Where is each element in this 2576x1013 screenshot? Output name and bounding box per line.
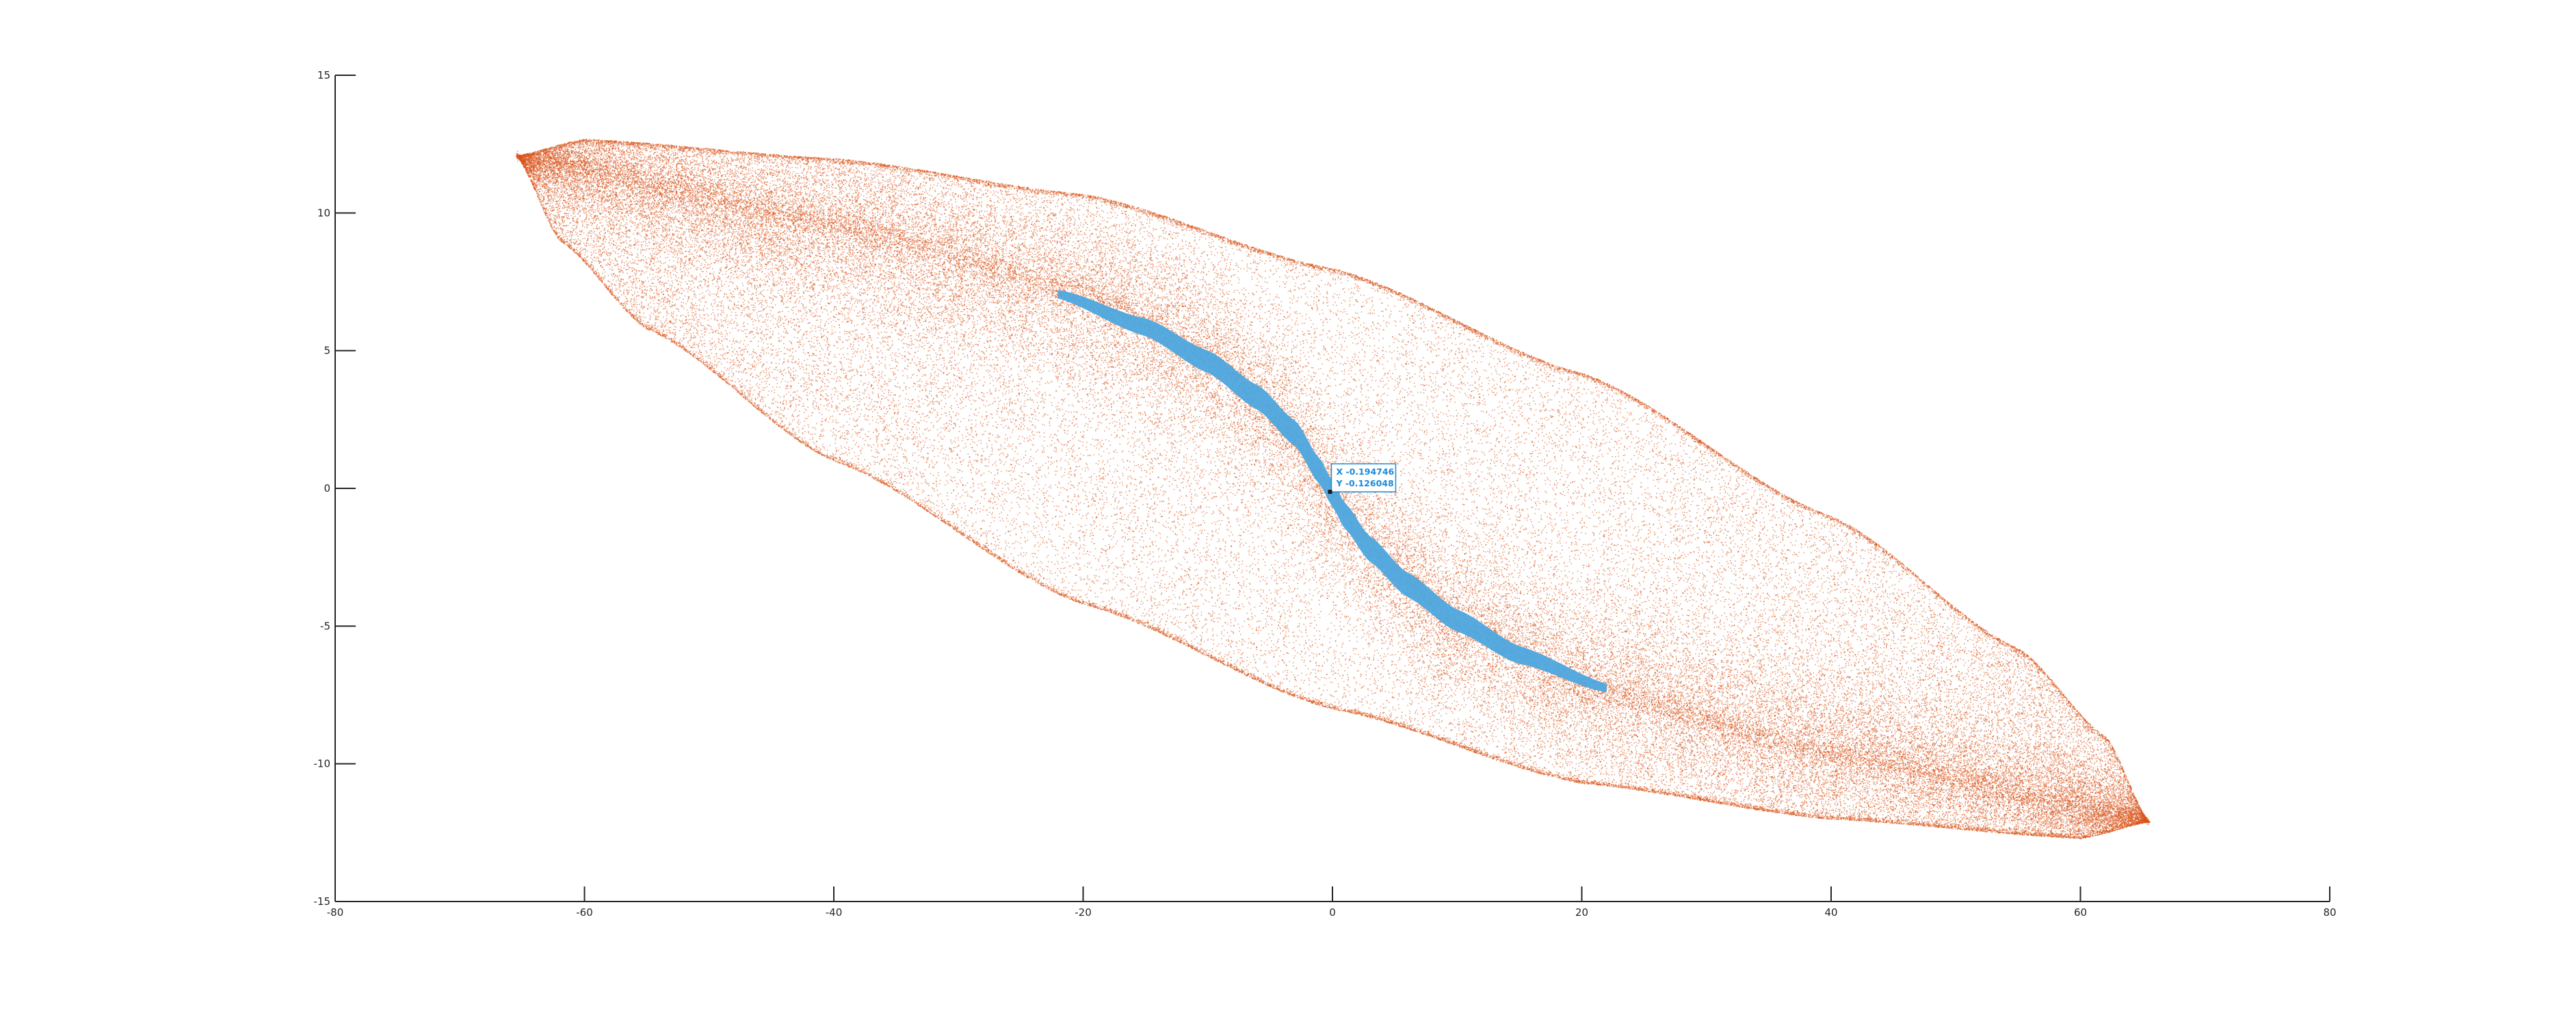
- x-tick-label: -20: [1075, 906, 1092, 919]
- y-tick-label: 0: [324, 482, 330, 495]
- y-tick-label: 5: [324, 345, 330, 357]
- datatip[interactable]: X -0.194746 Y -0.126048: [1328, 464, 1395, 494]
- y-tick-label: -10: [314, 758, 331, 770]
- datatip-marker[interactable]: [1328, 490, 1332, 494]
- y-tick-label: 10: [317, 207, 330, 219]
- x-tick-label: 20: [1575, 906, 1588, 919]
- x-tick-label: 40: [1824, 906, 1837, 919]
- x-tick-label: 0: [1329, 906, 1336, 919]
- x-axis-ticks: -80 -60 -40 -20 0 20 40 60 80: [327, 886, 2337, 919]
- datatip-y-label: Y -0.126048: [1335, 478, 1393, 488]
- x-tick-label: -40: [826, 906, 843, 919]
- y-tick-label: -5: [320, 620, 330, 632]
- y-tick-label: 15: [317, 69, 330, 81]
- x-tick-label: 60: [2074, 906, 2087, 919]
- datatip-x-label: X -0.194746: [1336, 466, 1394, 477]
- x-tick-label: -60: [576, 906, 593, 919]
- x-tick-label: 80: [2323, 906, 2336, 919]
- y-tick-label: -15: [314, 895, 331, 908]
- x-tick-label: -80: [327, 906, 344, 919]
